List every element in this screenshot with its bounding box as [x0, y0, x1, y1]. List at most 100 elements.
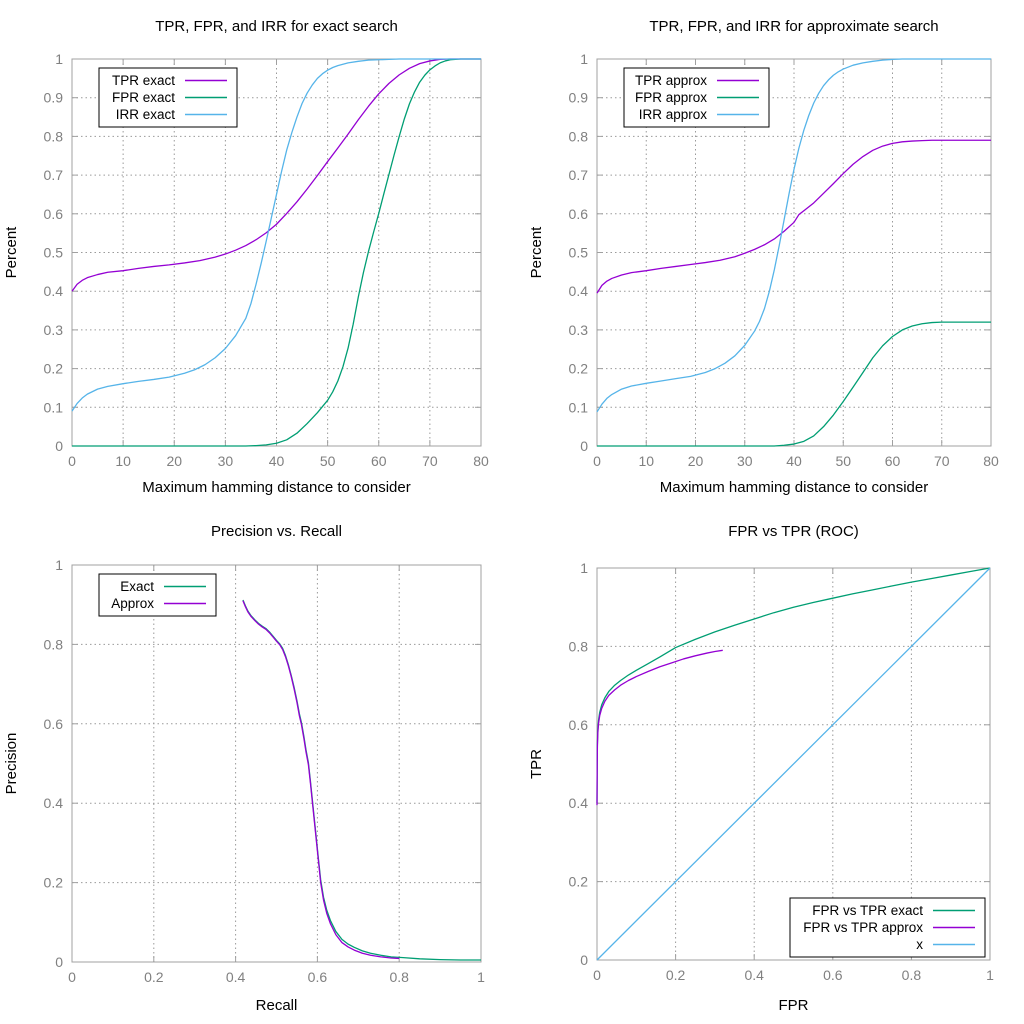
x-tick-label: 30 [737, 453, 753, 469]
y-tick-label: 0.6 [569, 206, 589, 222]
y-tick-label: 0 [580, 952, 588, 968]
x-tick-label: 0.8 [902, 967, 922, 983]
x-tick-label: 0 [68, 969, 76, 985]
series-line-irr-approx [596, 58, 991, 413]
y-tick-label: 0.6 [44, 716, 64, 732]
x-tick-label: 40 [269, 453, 285, 469]
y-tick-label: 0.4 [569, 795, 589, 811]
y-tick-label: 1 [580, 51, 588, 67]
series-line-approx [242, 600, 400, 960]
y-tick-label: 0 [580, 438, 588, 454]
x-tick-label: 60 [885, 453, 901, 469]
series-line-fpr-vs-tpr-exact [596, 567, 991, 804]
y-axis-label: Precision [3, 733, 20, 795]
legend-label: IRR exact [116, 107, 176, 122]
chart-exact-search: 0 10 20 30 40 50 60 70 80 0 0.1 0.2 0.3 0.4 0.5 0.6 0.7 0… [0, 0, 512, 512]
y-tick-label: 0.4 [569, 283, 589, 299]
legend-box [98, 573, 217, 617]
y-tick-label: 0.3 [44, 322, 64, 338]
x-tick-label: 0.6 [823, 967, 843, 983]
y-tick-label: 0.2 [44, 875, 64, 891]
series-line-fpr-exact [72, 58, 481, 447]
legend-label: x [916, 937, 923, 952]
y-axis-label: Percent [3, 226, 20, 279]
x-tick-label: 20 [688, 453, 704, 469]
x-tick-label: 10 [115, 453, 131, 469]
x-tick-label: 30 [218, 453, 234, 469]
chart-title: TPR, FPR, and IRR for exact search [155, 18, 398, 35]
y-tick-label: 0.4 [44, 283, 64, 299]
x-tick-label: 70 [422, 453, 438, 469]
y-tick-label: 1 [55, 51, 63, 67]
chart-precision-recall: 0 0.2 0.4 0.6 0.8 1 0 0.2 0.4 0.6 0.8 1 Precision vs… [0, 512, 512, 1024]
y-tick-label: 0 [55, 438, 63, 454]
y-tick-label: 0.2 [569, 874, 589, 890]
plot-border [71, 564, 482, 963]
chart-roc-svg: 0 0.2 0.4 0.6 0.8 1 0 0.2 0.4 0.6 0.8 1 FPR vs TPR (… [528, 523, 994, 1014]
x-tick-label: 1 [986, 967, 994, 983]
y-tick-label: 0.7 [569, 167, 589, 183]
x-axis-label: Maximum hamming distance to consider [660, 479, 928, 496]
y-tick-label: 0 [55, 954, 63, 970]
x-tick-label: 1 [477, 969, 485, 985]
x-tick-label: 0.4 [226, 969, 246, 985]
chart-title: TPR, FPR, and IRR for approximate search [649, 18, 938, 35]
x-tick-label: 80 [983, 453, 999, 469]
legend-label: TPR exact [112, 73, 175, 88]
legend: FPR vs TPR exact FPR vs TPR approx x [789, 897, 986, 958]
y-tick-label: 0.4 [44, 795, 64, 811]
x-tick-label: 60 [371, 453, 387, 469]
y-tick-label: 0.6 [44, 206, 64, 222]
y-tick-label: 0.2 [569, 361, 589, 377]
y-tick-label: 0.5 [569, 245, 589, 261]
y-tick-label: 0.2 [44, 361, 64, 377]
x-tick-label: 0.8 [389, 969, 409, 985]
chart-precision-recall-svg: 0 0.2 0.4 0.6 0.8 1 0 0.2 0.4 0.6 0.8 1 Precision vs… [3, 523, 485, 1014]
series-line-exact [242, 599, 481, 961]
series-line-fpr-approx [597, 321, 991, 447]
legend-label: IRR approx [639, 107, 708, 122]
y-tick-label: 0.1 [44, 399, 64, 415]
legend-label: Exact [120, 579, 154, 594]
x-tick-label: 10 [638, 453, 654, 469]
x-tick-label: 50 [320, 453, 336, 469]
chart-roc: 0 0.2 0.4 0.6 0.8 1 0 0.2 0.4 0.6 0.8 1 FPR vs TPR (… [512, 512, 1024, 1024]
series-line-tpr-approx [596, 139, 991, 294]
x-tick-label: 40 [786, 453, 802, 469]
chart-approximate-search-svg: 0 10 20 30 40 50 60 70 80 0 0.1 0.2 0.3 0.4 0.5 0.6 0.7 0… [528, 18, 999, 496]
y-tick-label: 0.8 [569, 128, 589, 144]
series-line-irr-exact [71, 58, 481, 412]
y-tick-label: 0.8 [44, 128, 64, 144]
x-axis-label: Recall [256, 997, 298, 1014]
legend: TPR exact FPR exact IRR exact [98, 67, 238, 128]
y-tick-label: 0.7 [44, 167, 64, 183]
chart-title: FPR vs TPR (ROC) [728, 523, 859, 540]
legend-label: FPR approx [635, 90, 707, 105]
y-tick-label: 0.8 [44, 636, 64, 652]
x-tick-label: 70 [934, 453, 950, 469]
y-tick-label: 0.9 [44, 90, 64, 106]
y-tick-label: 0.1 [569, 399, 589, 415]
x-axis-label: Maximum hamming distance to consider [142, 479, 410, 496]
y-axis-label: TPR [528, 749, 545, 779]
y-tick-label: 1 [55, 557, 63, 573]
x-tick-label: 20 [166, 453, 182, 469]
y-tick-label: 0.8 [569, 638, 589, 654]
chart-title: Precision vs. Recall [211, 523, 342, 540]
series-line-tpr-exact [71, 58, 481, 292]
x-axis-label: FPR [779, 997, 809, 1014]
chart-exact-search-svg: 0 10 20 30 40 50 60 70 80 0 0.1 0.2 0.3 0.4 0.5 0.6 0.7 0… [3, 18, 489, 496]
x-tick-label: 0 [68, 453, 76, 469]
legend-label: TPR approx [635, 73, 707, 88]
y-tick-label: 1 [580, 560, 588, 576]
chart-approximate-search: 0 10 20 30 40 50 60 70 80 0 0.1 0.2 0.3 0.4 0.5 0.6 0.7 0… [512, 0, 1024, 512]
legend: TPR approx FPR approx IRR approx [623, 67, 770, 128]
legend-label: FPR exact [112, 90, 175, 105]
x-tick-label: 0.4 [744, 967, 764, 983]
legend-label: FPR vs TPR approx [803, 920, 923, 935]
legend-label: FPR vs TPR exact [812, 903, 923, 918]
series-line-x [596, 567, 991, 961]
x-tick-label: 80 [473, 453, 489, 469]
y-tick-label: 0.3 [569, 322, 589, 338]
